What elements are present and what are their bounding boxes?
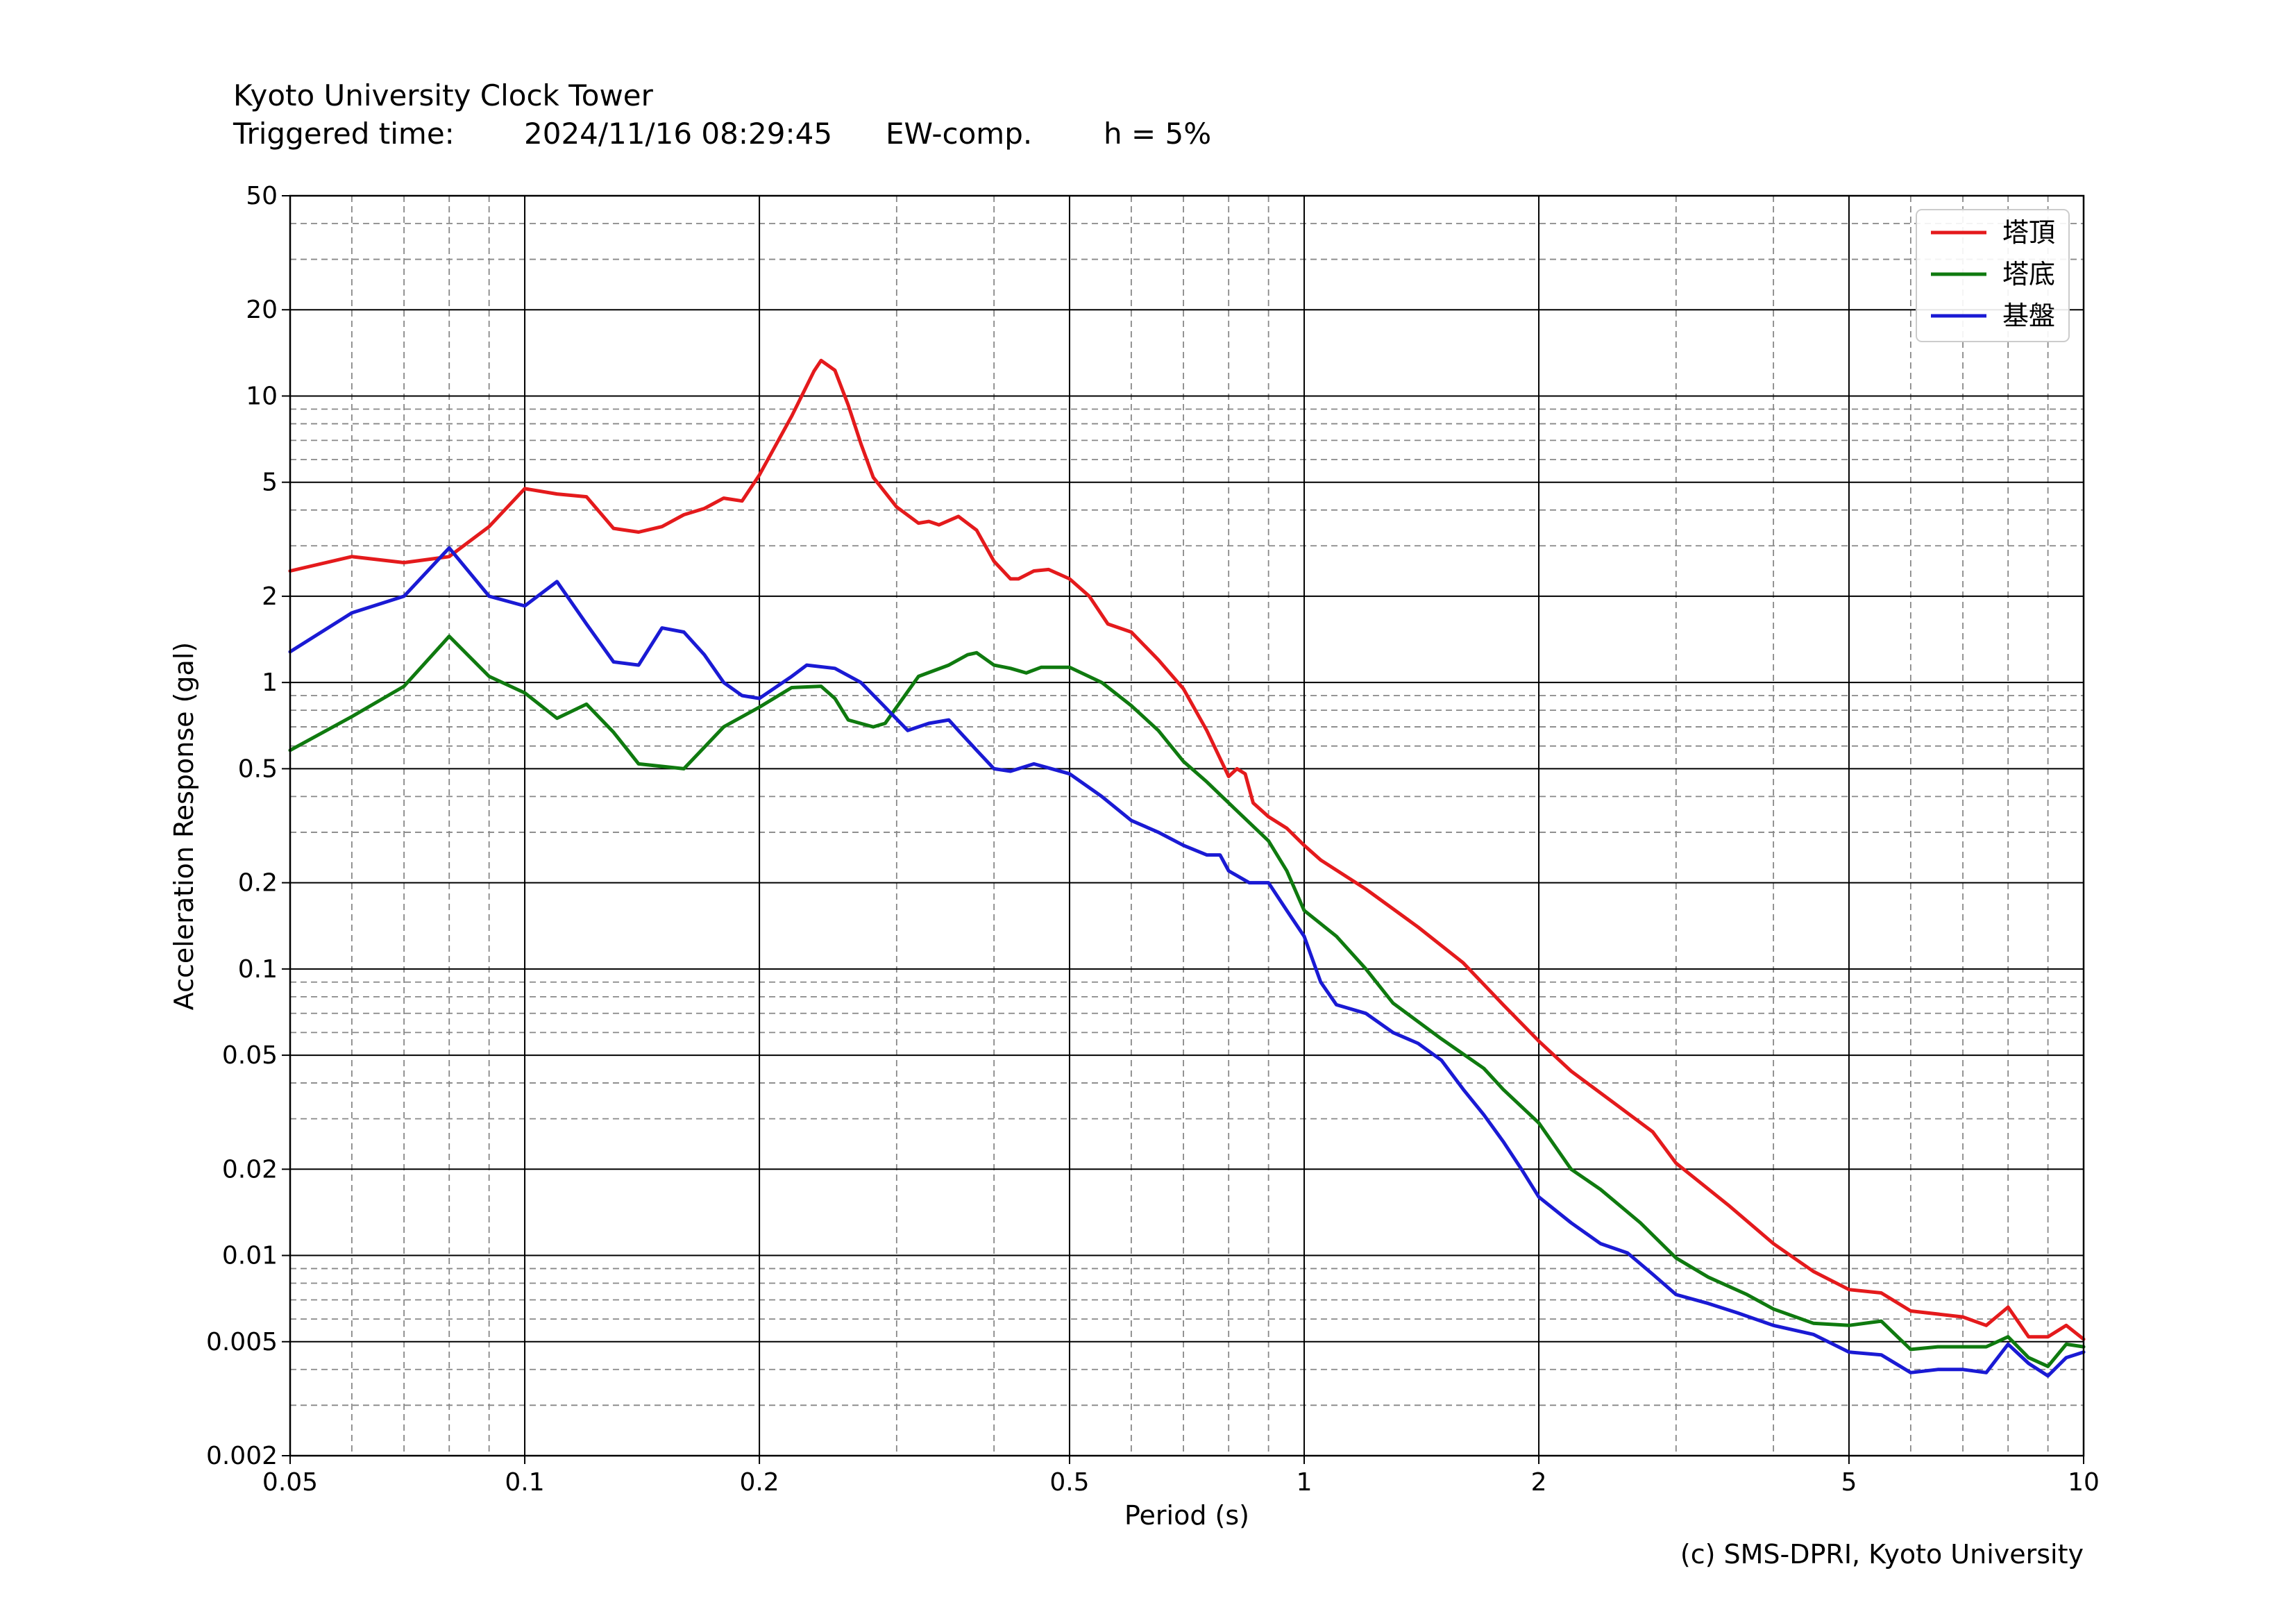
series-line-2 [288,634,2086,1368]
triggered-label: Triggered time: [233,117,455,151]
legend-box [1916,209,2070,342]
x-axis-ticks: 0.05 0.1 0.2 0.5 1 2 5 10 [262,1456,2100,1497]
plot-frame [289,194,2085,1457]
component-label: EW-comp. [886,117,1032,151]
chart-title: Kyoto University Clock Tower [233,78,654,112]
y-axis-label: Acceleration Response (gal) [169,642,199,1010]
y-tick-label: 50 [246,182,278,210]
y-tick-label: 1 [262,668,278,697]
y-tick-label: 0.002 [206,1442,278,1470]
x-tick-label: 0.2 [739,1468,779,1497]
series-lines [288,358,2086,1378]
x-tick-label: 1 [1297,1468,1312,1497]
y-tick-label: 0.05 [222,1041,278,1070]
y-tick-label: 10 [246,382,278,410]
credit-text: (c) SMS-DPRI, Kyoto University [1680,1539,2084,1570]
legend-label-1: 塔頂 [2002,217,2055,248]
y-tick-label: 0.2 [238,869,278,898]
legend-label-3: 基盤 [2002,301,2055,331]
x-tick-label: 2 [1531,1468,1547,1497]
y-tick-label: 0.005 [206,1328,278,1356]
y-tick-label: 0.02 [222,1155,278,1184]
minor-gridlines [290,196,2084,1456]
legend-label-2: 塔底 [2002,259,2055,289]
x-axis-label: Period (s) [1124,1500,1249,1531]
series-line-3 [288,546,2086,1378]
series-line-1 [288,358,2086,1341]
x-tick-label: 0.1 [505,1468,544,1497]
x-tick-label: 5 [1841,1468,1857,1497]
y-tick-label: 2 [262,582,278,611]
x-tick-label: 0.05 [262,1468,318,1497]
y-tick-label: 20 [246,296,278,324]
y-axis-ticks: 0.002 0.005 0.01 0.02 0.05 0.1 0.2 0.5 1 2 5 10 20 50 [206,182,290,1470]
y-tick-label: 5 [262,469,278,497]
x-tick-label: 0.5 [1049,1468,1089,1497]
y-tick-label: 0.5 [238,755,278,783]
damping-label: h = 5% [1104,117,1211,151]
triggered-time: 2024/11/16 08:29:45 [524,117,832,151]
y-tick-label: 0.01 [222,1242,278,1270]
y-tick-label: 0.1 [238,955,278,984]
x-tick-label: 10 [2068,1468,2100,1497]
chart-header: Kyoto University Clock Tower Triggered t… [233,78,1211,151]
